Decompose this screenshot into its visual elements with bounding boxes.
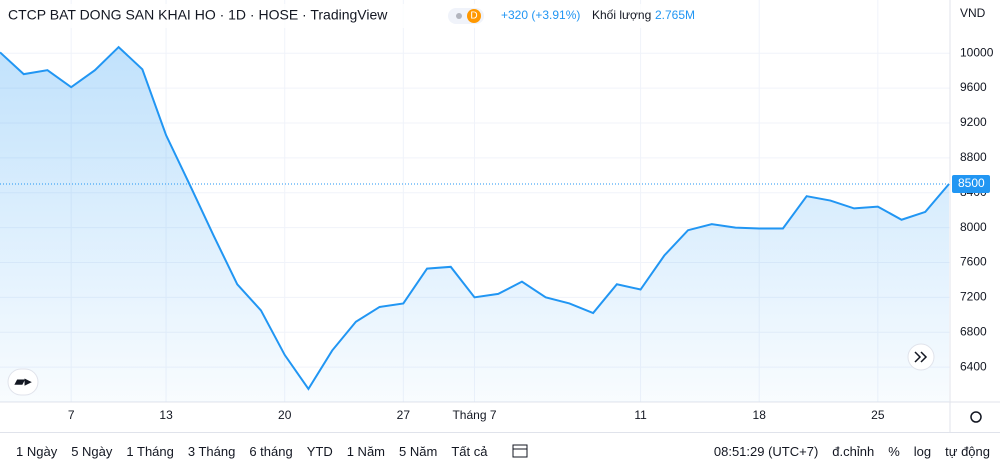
line: [0, 45, 950, 391]
settings-icon[interactable]: [970, 411, 982, 423]
logo-mark: ▰▸: [14, 373, 33, 388]
area: [0, 47, 949, 403]
x-tick-label: 20: [278, 408, 292, 422]
toolbar-button[interactable]: YTD: [306, 443, 333, 459]
toolbar-button[interactable]: 1 Ngày: [16, 443, 58, 459]
toolbar-button[interactable]: 1 Năm: [346, 443, 386, 459]
range-buttons: 1 Ngày 5 Ngày 1 Tháng 3 Tháng 6 tháng YTD 1 Nă…: [16, 444, 501, 459]
price-label: 8500: [958, 176, 985, 190]
calendar-icon[interactable]: [511, 442, 529, 460]
chart-title: CTCP BAT DONG SAN KHAI HO · 1D · HOSE · …: [8, 7, 388, 23]
volume: 2.765M: [655, 8, 695, 22]
toolbar-button[interactable]: đ.chỉnh: [832, 443, 875, 459]
price-tag: [952, 174, 990, 193]
clock: 08:51:29 (UTC+7): [713, 443, 819, 459]
y-tick-label: 6400: [960, 359, 987, 373]
x-tick-label: 7: [68, 408, 75, 422]
toolbar-button[interactable]: 3 Tháng: [187, 443, 236, 459]
y-tick-label: 6800: [960, 324, 987, 338]
y-tick-label: 8000: [960, 220, 987, 234]
toolbar-button[interactable]: 5 Ngày: [71, 443, 113, 459]
volume-label: Khối lượng: [592, 8, 651, 22]
y-tick-label: 8800: [960, 150, 987, 164]
y-tick-label: 10000: [960, 45, 994, 59]
toolbar: 1 Ngày 5 Ngày 1 Tháng 3 Tháng 6 tháng YTD 1 Nă…: [0, 432, 1000, 469]
currency: VND: [960, 6, 986, 20]
toolbar-button[interactable]: %: [888, 443, 900, 459]
x-tick-label: Tháng 7: [452, 408, 496, 422]
scroll-icon: [914, 351, 928, 363]
y-tick-label: 9200: [960, 115, 987, 129]
options: đ.chỉnh% log tự động: [818, 444, 990, 459]
toolbar-button[interactable]: 5 Năm: [399, 443, 438, 459]
header-bg: [0, 4, 720, 28]
badge-icon: [467, 9, 481, 23]
x-tick-label: 25: [871, 408, 885, 422]
logo: [7, 368, 39, 396]
chart: 6400680072007600800084008800920096001000…: [0, 0, 1000, 432]
toolbar-button[interactable]: tự động: [945, 443, 990, 459]
x-tick-label: 18: [753, 408, 767, 422]
change: +320 (+3.91%): [501, 8, 580, 22]
y-tick-label: 9600: [960, 80, 987, 94]
x-tick-label: 27: [397, 408, 411, 422]
toolbar-button[interactable]: 6 tháng: [249, 443, 293, 459]
toolbar-button[interactable]: log: [913, 443, 932, 459]
toolbar-button[interactable]: 1 Tháng: [126, 443, 174, 459]
y-tick-label: 7200: [960, 290, 987, 304]
y-tick-label: 7600: [960, 255, 987, 269]
badge-dot: [456, 13, 462, 19]
toolbar-button[interactable]: Tất cả: [451, 443, 488, 459]
x-tick-label: 11: [634, 408, 647, 422]
x-tick-label: 13: [159, 408, 173, 422]
badge: D: [470, 11, 477, 22]
